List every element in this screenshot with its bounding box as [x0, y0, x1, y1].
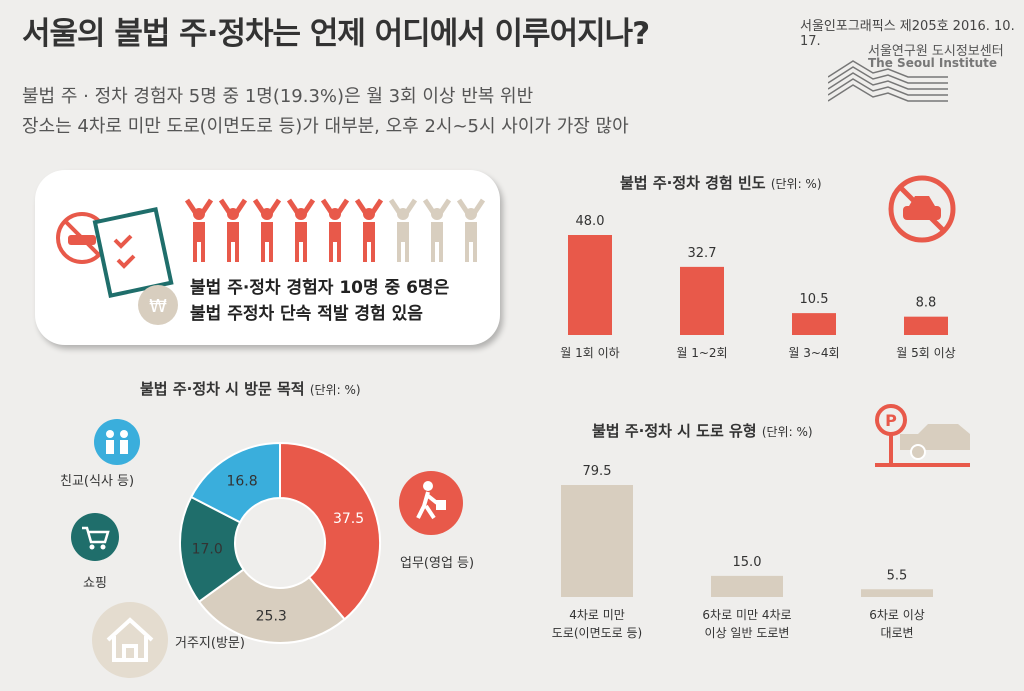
category-label: 6차로 이상	[869, 608, 925, 622]
bar	[711, 575, 783, 597]
donut-slice	[197, 568, 347, 644]
bar	[680, 266, 724, 335]
category-label: 도로(이면도로 등)	[552, 626, 642, 640]
businessman-icon	[399, 471, 463, 535]
seoul-institute-logo	[828, 60, 948, 102]
label-shopping: 쇼핑	[83, 576, 107, 591]
bar-value-label: 32.7	[688, 246, 717, 261]
org-name: 서울연구원 도시정보센터	[868, 44, 1004, 59]
label-residence: 거주지(방문)	[175, 636, 245, 651]
slice-value-label: 25.3	[256, 608, 287, 624]
bar	[904, 316, 948, 335]
card-icons: ₩	[56, 206, 178, 325]
no-parking-sign-car-icon: P	[875, 404, 970, 467]
bar	[568, 235, 612, 335]
bar-value-label: 15.0	[733, 555, 762, 570]
svg-text:P: P	[885, 411, 897, 430]
person-icon	[456, 198, 485, 262]
house-icon	[92, 602, 168, 678]
person-icon	[388, 198, 418, 262]
category-label: 월 1~2회	[676, 346, 727, 360]
bar-value-label: 48.0	[576, 214, 605, 229]
frequency-chart-title: 불법 주·정차 경험 빈도 (단위: %)	[620, 174, 822, 192]
friends-icon	[94, 419, 140, 465]
purpose-chart-title: 불법 주·정차 시 방문 목적 (단위: %)	[140, 380, 361, 398]
card-line-2: 불법 주정차 단속 적발 경험 있음	[190, 304, 423, 324]
label-business: 업무(영업 등)	[400, 556, 475, 571]
checklist-icon	[92, 206, 174, 298]
bar-value-label: 10.5	[800, 292, 829, 307]
category-label: 월 1회 이하	[560, 346, 619, 360]
category-label: 월 3~4회	[788, 346, 839, 360]
category-label: 월 5회 이상	[896, 346, 955, 360]
bar-value-label: 5.5	[887, 568, 908, 583]
shopping-cart-icon	[71, 513, 119, 561]
person-icon	[354, 198, 384, 262]
person-icon	[320, 198, 350, 262]
svg-text:₩: ₩	[149, 296, 167, 317]
category-label: 이상 일반 도로변	[705, 626, 790, 640]
donut-slice	[279, 441, 381, 621]
donut-slice	[189, 441, 281, 524]
slice-value-label: 16.8	[226, 474, 257, 490]
subtitle-1: 불법 주 · 정차 경험자 5명 중 1명(19.3%)은 월 3회 이상 반복…	[22, 86, 534, 107]
bar	[561, 485, 633, 597]
no-parking-icon	[888, 175, 956, 243]
category-label: 4차로 미만	[569, 608, 625, 622]
issue-info: 서울인포그래픽스 제205호 2016. 10. 17.	[800, 19, 1015, 49]
bar	[861, 589, 933, 597]
org-name-en: The Seoul Institute	[868, 56, 998, 70]
card-line-1: 불법 주·정차 경험자 10명 중 6명은	[190, 278, 450, 298]
road-type-chart-title: 불법 주·정차 시 도로 유형 (단위: %)	[592, 422, 813, 440]
bar	[792, 313, 836, 335]
page-title: 서울의 불법 주·정차는 언제 어디에서 이루어지나?	[22, 16, 650, 52]
person-icon	[252, 198, 282, 262]
category-label: 대로변	[880, 626, 913, 640]
category-label: 6차로 미만 4차로	[702, 608, 791, 622]
person-icon	[218, 198, 248, 262]
won-coin-icon: ₩	[138, 285, 178, 325]
bar-value-label: 8.8	[916, 296, 937, 311]
people-pictogram	[185, 198, 485, 262]
label-friends: 친교(식사 등)	[60, 474, 135, 489]
slice-value-label: 37.5	[333, 511, 364, 527]
person-icon	[286, 198, 316, 262]
bar-value-label: 79.5	[583, 464, 612, 479]
purpose-donut-chart: 37.5 25.3 17.0 16.8	[179, 441, 381, 644]
frequency-bar-chart: 48.0 월 1회 이하 32.7 월 1~2회 10.5 월 3~4회 8.8 월 5회 이…	[560, 214, 955, 360]
person-icon	[422, 198, 452, 262]
subtitle-2: 장소는 4차로 미만 도로(이면도로 등)가 대부분, 오후 2시~5시 사이가…	[22, 116, 629, 137]
donut-slice	[179, 495, 245, 604]
person-icon	[185, 198, 214, 262]
slice-value-label: 17.0	[192, 541, 223, 557]
